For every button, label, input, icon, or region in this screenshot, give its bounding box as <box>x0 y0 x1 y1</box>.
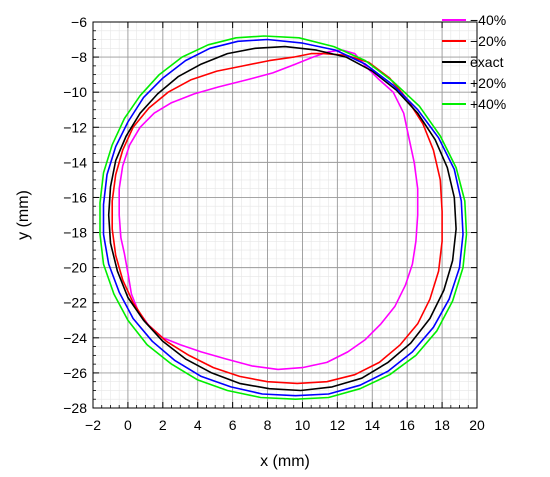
x-tick-label: 10 <box>295 417 311 433</box>
y-tick-label: −18 <box>63 225 87 241</box>
ticks-layer <box>92 21 478 409</box>
series-line <box>102 38 464 397</box>
x-tick-label: 14 <box>364 417 380 433</box>
x-tick-label: 0 <box>124 417 132 433</box>
series-line <box>107 45 457 392</box>
x-tick-label: 18 <box>434 417 450 433</box>
y-tick-label: −6 <box>71 14 87 30</box>
y-tick-label: −16 <box>63 189 87 205</box>
y-tick-label: −14 <box>63 154 87 170</box>
legend-label: +20% <box>470 75 506 91</box>
series-line <box>118 49 419 371</box>
legend-label: −40% <box>470 12 506 28</box>
y-tick-label: −10 <box>63 84 87 100</box>
x-tick-label: −2 <box>85 417 101 433</box>
legend-label: exact <box>470 54 504 70</box>
series-line <box>111 52 443 385</box>
legend: −40% −20% exact +20% +40% <box>442 12 506 112</box>
x-tick-label: 8 <box>264 417 272 433</box>
x-tick-label: 16 <box>399 417 415 433</box>
y-tick-label: −20 <box>63 260 87 276</box>
y-tick-label: −26 <box>63 365 87 381</box>
y-tick-label: −24 <box>63 330 87 346</box>
x-tick-label: 12 <box>330 417 346 433</box>
y-tick-label: −8 <box>71 49 87 65</box>
y-tick-label: −12 <box>63 119 87 135</box>
y-axis-label: y (mm) <box>15 190 32 240</box>
y-tick-labels: −28 −26 −24 −22 −20 −18 −16 −14 −12 −10 −8 −6 <box>63 14 87 416</box>
x-tick-label: 2 <box>159 417 167 433</box>
legend-label: −20% <box>470 33 506 49</box>
y-tick-label: −22 <box>63 295 87 311</box>
legend-label: +40% <box>470 96 506 112</box>
x-axis-label: x (mm) <box>260 453 310 470</box>
series-line <box>99 35 468 400</box>
x-tick-label: 20 <box>469 417 485 433</box>
x-tick-label: 4 <box>194 417 202 433</box>
x-tick-label: 6 <box>229 417 237 433</box>
x-tick-labels: −2 0 2 4 6 8 10 12 14 16 18 20 <box>85 417 485 433</box>
series-layer <box>99 35 468 400</box>
y-tick-label: −28 <box>63 400 87 416</box>
